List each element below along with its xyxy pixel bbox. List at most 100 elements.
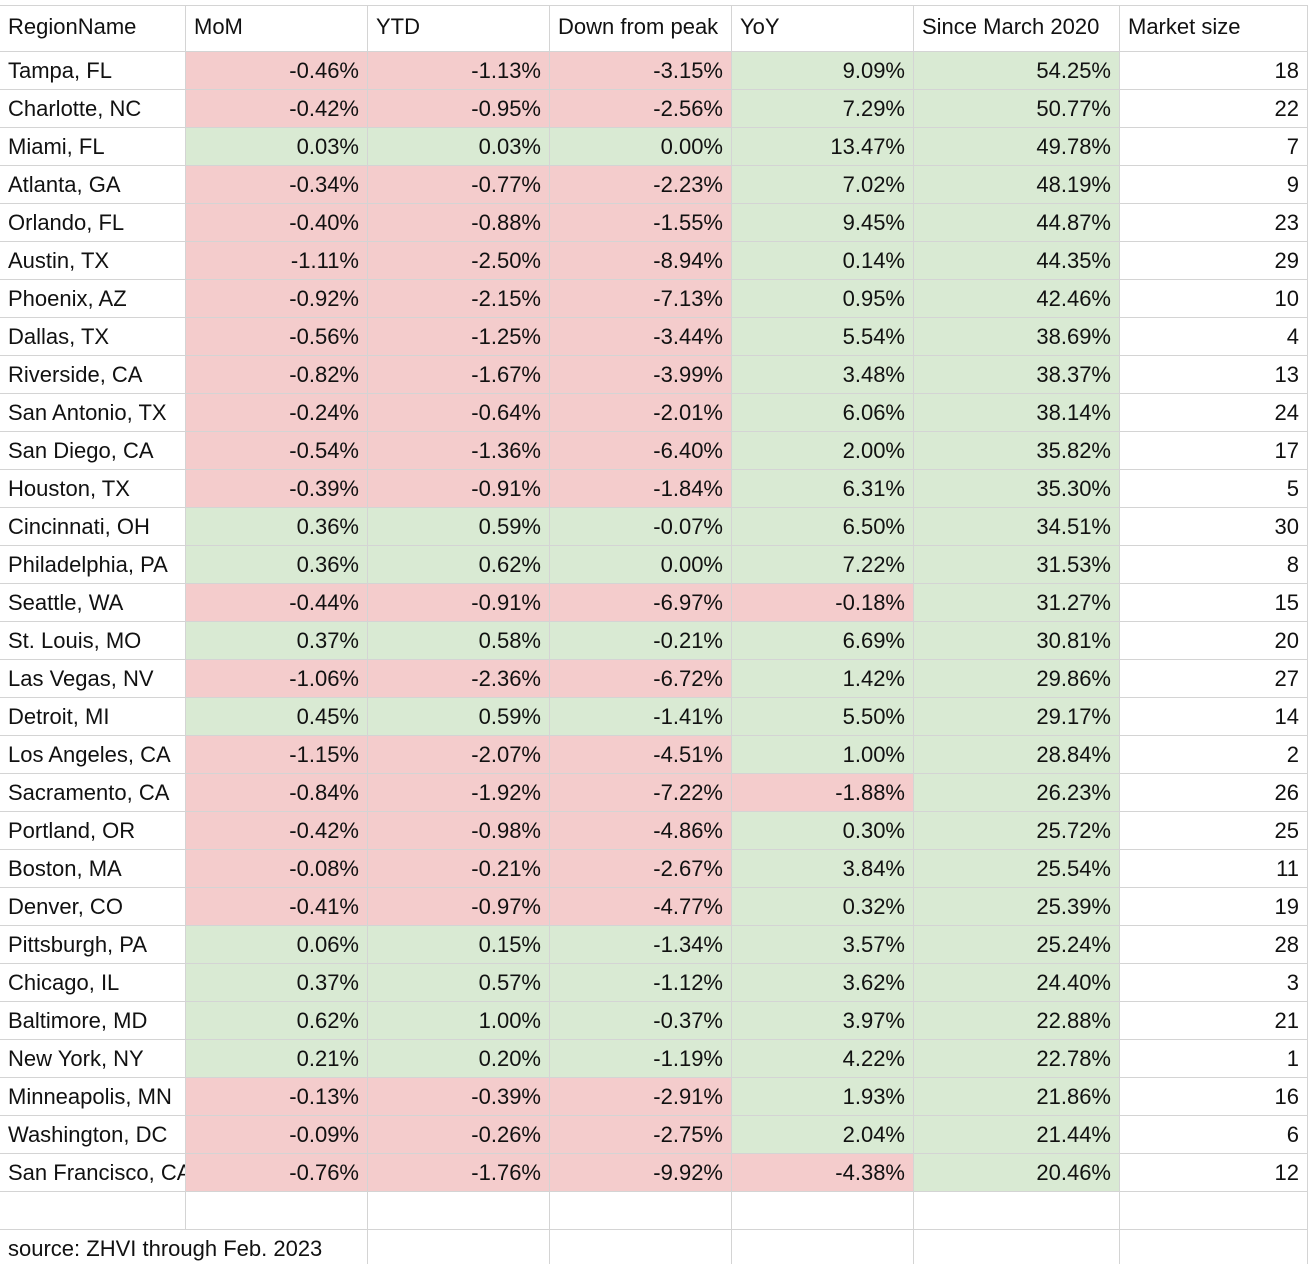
- value-cell[interactable]: 0.14%: [732, 242, 914, 280]
- value-cell[interactable]: 14: [1120, 698, 1308, 736]
- value-cell[interactable]: -0.39%: [368, 1078, 550, 1116]
- empty-cell[interactable]: [914, 1230, 1120, 1264]
- value-cell[interactable]: 7.02%: [732, 166, 914, 204]
- value-cell[interactable]: -0.44%: [186, 584, 368, 622]
- value-cell[interactable]: 48.19%: [914, 166, 1120, 204]
- value-cell[interactable]: 0.00%: [550, 546, 732, 584]
- value-cell[interactable]: 6.69%: [732, 622, 914, 660]
- value-cell[interactable]: 20.46%: [914, 1154, 1120, 1192]
- region-cell[interactable]: Boston, MA: [0, 850, 186, 888]
- value-cell[interactable]: 0.45%: [186, 698, 368, 736]
- value-cell[interactable]: 29: [1120, 242, 1308, 280]
- value-cell[interactable]: -0.54%: [186, 432, 368, 470]
- value-cell[interactable]: 28.84%: [914, 736, 1120, 774]
- value-cell[interactable]: -1.67%: [368, 356, 550, 394]
- value-cell[interactable]: -2.75%: [550, 1116, 732, 1154]
- value-cell[interactable]: 9.45%: [732, 204, 914, 242]
- value-cell[interactable]: -2.07%: [368, 736, 550, 774]
- value-cell[interactable]: -0.08%: [186, 850, 368, 888]
- value-cell[interactable]: -2.36%: [368, 660, 550, 698]
- value-cell[interactable]: 3: [1120, 964, 1308, 1002]
- value-cell[interactable]: 0.95%: [732, 280, 914, 318]
- value-cell[interactable]: 27: [1120, 660, 1308, 698]
- value-cell[interactable]: 3.48%: [732, 356, 914, 394]
- value-cell[interactable]: -2.50%: [368, 242, 550, 280]
- value-cell[interactable]: 25.54%: [914, 850, 1120, 888]
- value-cell[interactable]: -0.76%: [186, 1154, 368, 1192]
- value-cell[interactable]: -3.99%: [550, 356, 732, 394]
- header-cell[interactable]: Since March 2020: [914, 6, 1120, 52]
- value-cell[interactable]: 4: [1120, 318, 1308, 356]
- value-cell[interactable]: 6: [1120, 1116, 1308, 1154]
- value-cell[interactable]: 44.87%: [914, 204, 1120, 242]
- value-cell[interactable]: -4.77%: [550, 888, 732, 926]
- value-cell[interactable]: 3.84%: [732, 850, 914, 888]
- region-cell[interactable]: Atlanta, GA: [0, 166, 186, 204]
- value-cell[interactable]: 6.31%: [732, 470, 914, 508]
- value-cell[interactable]: 25: [1120, 812, 1308, 850]
- value-cell[interactable]: 19: [1120, 888, 1308, 926]
- region-cell[interactable]: Philadelphia, PA: [0, 546, 186, 584]
- value-cell[interactable]: 2: [1120, 736, 1308, 774]
- region-cell[interactable]: Baltimore, MD: [0, 1002, 186, 1040]
- value-cell[interactable]: 25.24%: [914, 926, 1120, 964]
- value-cell[interactable]: 3.62%: [732, 964, 914, 1002]
- region-cell[interactable]: Detroit, MI: [0, 698, 186, 736]
- value-cell[interactable]: 7.22%: [732, 546, 914, 584]
- value-cell[interactable]: 0.00%: [550, 128, 732, 166]
- region-cell[interactable]: Pittsburgh, PA: [0, 926, 186, 964]
- region-cell[interactable]: San Antonio, TX: [0, 394, 186, 432]
- value-cell[interactable]: 22.78%: [914, 1040, 1120, 1078]
- value-cell[interactable]: 9: [1120, 166, 1308, 204]
- value-cell[interactable]: 29.17%: [914, 698, 1120, 736]
- value-cell[interactable]: 0.20%: [368, 1040, 550, 1078]
- region-cell[interactable]: Portland, OR: [0, 812, 186, 850]
- value-cell[interactable]: 0.30%: [732, 812, 914, 850]
- value-cell[interactable]: -2.23%: [550, 166, 732, 204]
- value-cell[interactable]: 0.62%: [368, 546, 550, 584]
- region-cell[interactable]: Los Angeles, CA: [0, 736, 186, 774]
- value-cell[interactable]: 5: [1120, 470, 1308, 508]
- empty-cell[interactable]: [186, 1230, 368, 1264]
- value-cell[interactable]: -1.25%: [368, 318, 550, 356]
- value-cell[interactable]: 54.25%: [914, 52, 1120, 90]
- value-cell[interactable]: -0.42%: [186, 812, 368, 850]
- value-cell[interactable]: 8: [1120, 546, 1308, 584]
- value-cell[interactable]: -0.88%: [368, 204, 550, 242]
- region-cell[interactable]: St. Louis, MO: [0, 622, 186, 660]
- empty-cell[interactable]: [550, 1230, 732, 1264]
- value-cell[interactable]: 2.04%: [732, 1116, 914, 1154]
- value-cell[interactable]: 49.78%: [914, 128, 1120, 166]
- value-cell[interactable]: -1.84%: [550, 470, 732, 508]
- header-cell[interactable]: MoM: [186, 6, 368, 52]
- value-cell[interactable]: -0.42%: [186, 90, 368, 128]
- value-cell[interactable]: -9.92%: [550, 1154, 732, 1192]
- empty-cell[interactable]: [732, 1230, 914, 1264]
- value-cell[interactable]: -0.09%: [186, 1116, 368, 1154]
- value-cell[interactable]: -0.97%: [368, 888, 550, 926]
- region-cell[interactable]: Chicago, IL: [0, 964, 186, 1002]
- value-cell[interactable]: 0.37%: [186, 964, 368, 1002]
- value-cell[interactable]: 0.59%: [368, 698, 550, 736]
- value-cell[interactable]: 23: [1120, 204, 1308, 242]
- value-cell[interactable]: 38.14%: [914, 394, 1120, 432]
- value-cell[interactable]: 25.39%: [914, 888, 1120, 926]
- value-cell[interactable]: -1.12%: [550, 964, 732, 1002]
- value-cell[interactable]: 0.37%: [186, 622, 368, 660]
- value-cell[interactable]: -1.36%: [368, 432, 550, 470]
- value-cell[interactable]: 0.03%: [368, 128, 550, 166]
- value-cell[interactable]: 5.54%: [732, 318, 914, 356]
- value-cell[interactable]: 7: [1120, 128, 1308, 166]
- value-cell[interactable]: -1.88%: [732, 774, 914, 812]
- value-cell[interactable]: -6.97%: [550, 584, 732, 622]
- value-cell[interactable]: 38.37%: [914, 356, 1120, 394]
- value-cell[interactable]: 42.46%: [914, 280, 1120, 318]
- source-cell[interactable]: source: ZHVI through Feb. 2023: [0, 1230, 322, 1264]
- value-cell[interactable]: 30: [1120, 508, 1308, 546]
- value-cell[interactable]: 0.36%: [186, 508, 368, 546]
- value-cell[interactable]: 6.06%: [732, 394, 914, 432]
- value-cell[interactable]: -2.15%: [368, 280, 550, 318]
- value-cell[interactable]: 0.59%: [368, 508, 550, 546]
- value-cell[interactable]: -1.13%: [368, 52, 550, 90]
- empty-cell[interactable]: [368, 1230, 550, 1264]
